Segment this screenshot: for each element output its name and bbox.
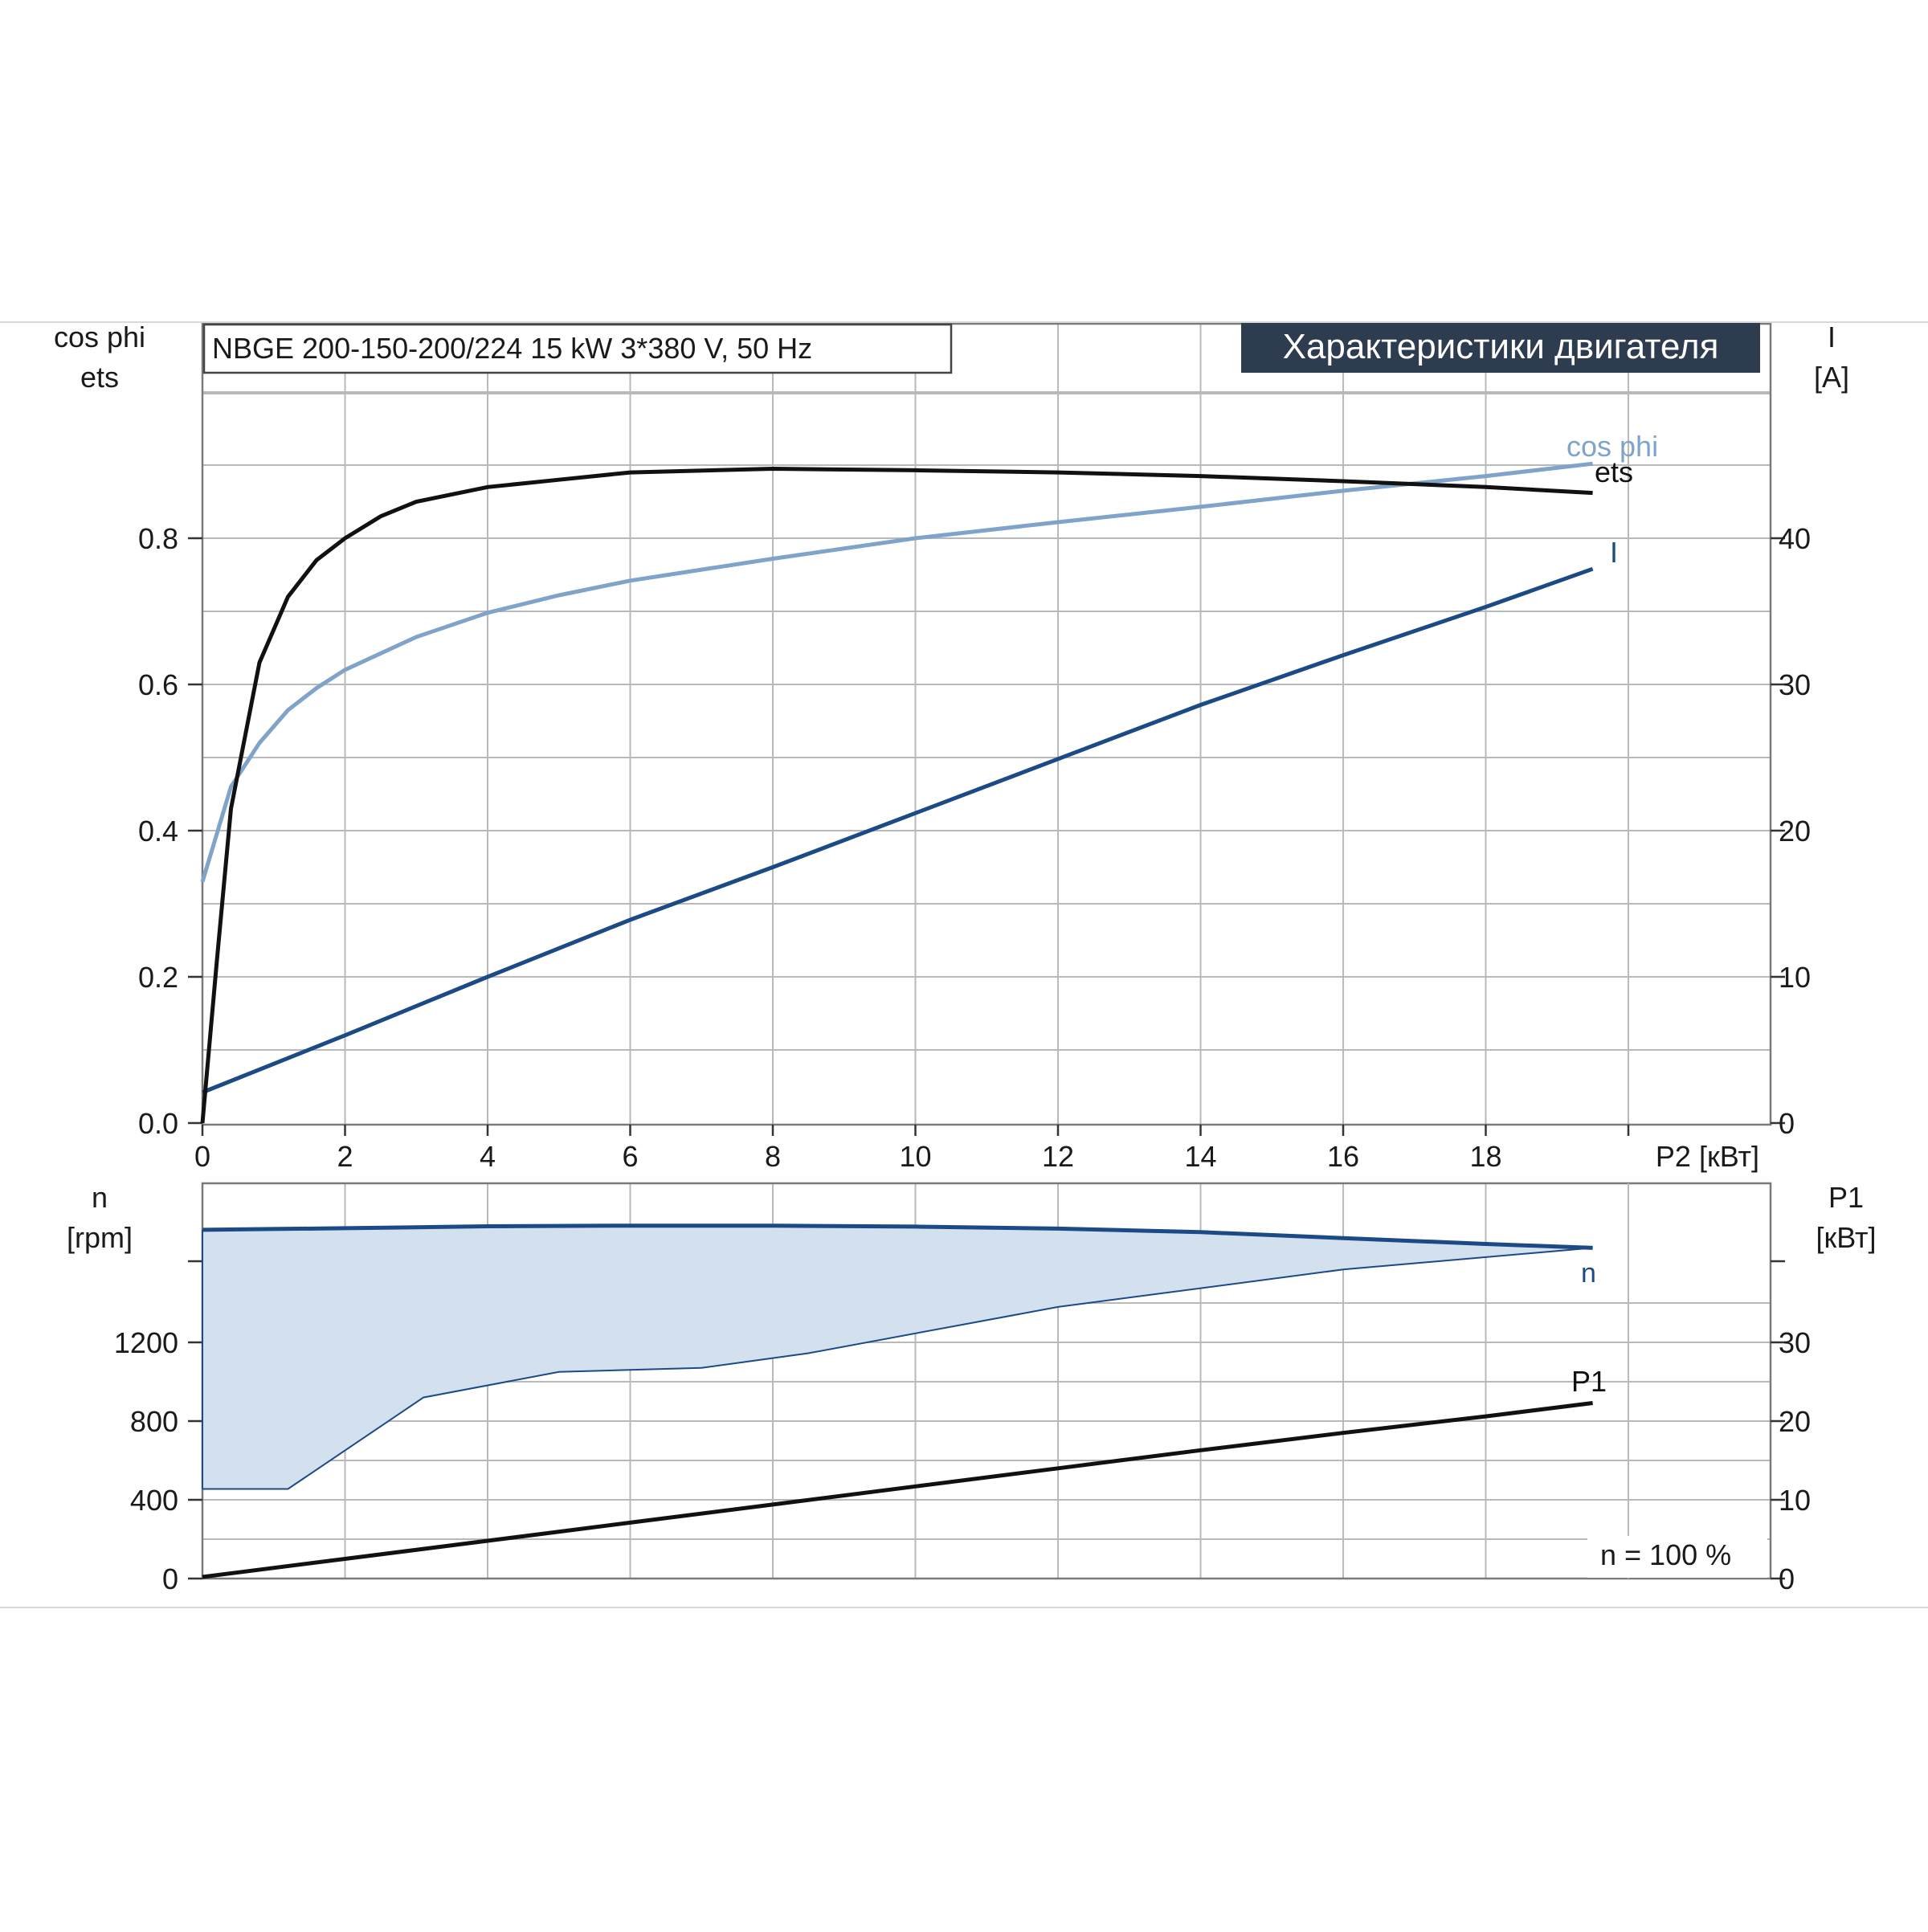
- bottom-left-tick-label: 0: [162, 1562, 178, 1595]
- model-label: NBGE 200-150-200/224 15 kW 3*380 V, 50 H…: [212, 332, 812, 365]
- x-tick-label: 4: [480, 1140, 496, 1173]
- bottom-left-axis-label-line2: [rpm]: [67, 1221, 133, 1254]
- left-tick-label: 0.0: [138, 1107, 178, 1140]
- x-tick-label: 10: [899, 1140, 931, 1173]
- x-tick-label: 6: [622, 1140, 638, 1173]
- left-tick-label: 0.4: [138, 815, 178, 848]
- series-cos-phi-label: cos phi: [1566, 430, 1658, 463]
- bottom-left-tick-label: 800: [130, 1405, 178, 1438]
- bottom-right-tick-label: 20: [1779, 1405, 1811, 1438]
- bottom-right-tick-label: 0: [1779, 1562, 1795, 1595]
- x-tick-label: 8: [765, 1140, 781, 1173]
- title-box: [1241, 323, 1760, 373]
- left-tick-label: 0.8: [138, 522, 178, 555]
- right-tick-label: 20: [1779, 815, 1811, 848]
- bottom-right-tick-label: 30: [1779, 1326, 1811, 1359]
- series-cos-phi-line: [200, 461, 1593, 883]
- series-ets-label: ets: [1595, 455, 1633, 488]
- model-box: [202, 323, 953, 374]
- speed-range-band: [202, 1225, 1593, 1489]
- series-n-min-line: [202, 1247, 1593, 1490]
- right-tick-label: 0: [1779, 1107, 1795, 1140]
- series-current-line: [202, 566, 1594, 1095]
- footer-note: n = 100 %: [1600, 1538, 1731, 1571]
- x-tick-label: 14: [1184, 1140, 1216, 1173]
- top-panel: 0.0 0.2 0.4 0.6 0.8 0 10 20 30 40 0 2 4 6 8 10 12 14 16 18 P…: [0, 321, 1928, 1173]
- left-axis-label-line2: ets: [80, 361, 119, 394]
- right-tick-label: 40: [1779, 522, 1811, 555]
- series-n-label: n: [1581, 1258, 1596, 1289]
- x-tick-label: 0: [194, 1140, 210, 1173]
- x-tick-label: 18: [1469, 1140, 1501, 1173]
- right-tick-label: 30: [1779, 668, 1811, 701]
- bottom-right-axis-label-line1: P1: [1828, 1181, 1864, 1214]
- x-tick-label: 2: [337, 1140, 353, 1173]
- bottom-right-axis-label-line2: [кВт]: [1816, 1221, 1876, 1254]
- bottom-panel: 0 400 800 1200 0 10 20 30 n [rpm] P1 [кВт] n P1 n = 10…: [0, 1181, 1928, 1608]
- left-tick-label: 0.6: [138, 668, 178, 701]
- x-tick-label: 16: [1327, 1140, 1359, 1173]
- right-axis-label-line2: [A]: [1814, 361, 1849, 394]
- left-tick-label: 0.2: [138, 961, 178, 994]
- right-axis-label-line1: I: [1828, 321, 1836, 353]
- series-p1-label: P1: [1571, 1365, 1607, 1398]
- series-current-label: I: [1610, 536, 1618, 569]
- bottom-right-tick-label: 10: [1779, 1484, 1811, 1517]
- right-tick-label: 10: [1779, 961, 1811, 994]
- series-ets-line: [200, 466, 1593, 1124]
- x-axis-label: P2 [кВт]: [1656, 1140, 1759, 1173]
- bottom-left-tick-label: 400: [130, 1484, 178, 1517]
- series-n-line: [202, 1223, 1593, 1250]
- x-tick-label: 12: [1042, 1140, 1074, 1173]
- left-axis-label-line1: cos phi: [54, 321, 145, 353]
- bottom-left-axis-label-line1: n: [92, 1181, 108, 1214]
- chart-title: Характеристики двигателя: [1283, 327, 1719, 366]
- top-plot-frame: [201, 322, 1772, 1126]
- footer-note-box: [1587, 1536, 1767, 1578]
- series-p1-line: [202, 1401, 1593, 1579]
- bottom-left-tick-label: 1200: [114, 1326, 178, 1359]
